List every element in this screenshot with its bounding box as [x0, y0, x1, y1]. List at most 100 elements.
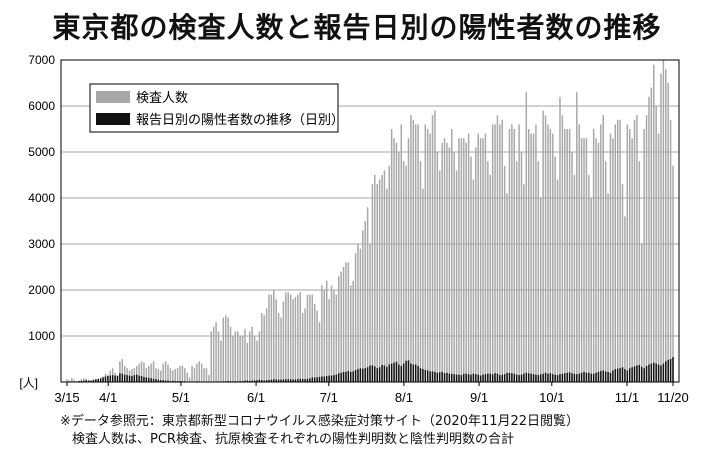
bar-tests: [592, 129, 595, 382]
bar-tests: [135, 365, 138, 382]
bar-positive: [643, 368, 645, 382]
bar-tests: [253, 336, 256, 382]
bar-tests: [285, 292, 287, 382]
bar-positive: [436, 372, 439, 382]
bar-positive: [287, 379, 289, 382]
bar-positive: [604, 371, 607, 382]
bar-positive: [499, 375, 501, 382]
bar-positive: [600, 370, 602, 382]
bar-tests: [200, 363, 203, 382]
bar-tests: [607, 193, 609, 382]
bar-tests: [239, 336, 241, 382]
bar-tests: [347, 262, 350, 382]
bar-positive: [114, 375, 116, 382]
bar-tests: [232, 336, 234, 382]
bar-positive: [328, 375, 330, 382]
bar-positive: [123, 374, 126, 382]
bar-positive: [482, 374, 484, 382]
bar-positive: [506, 372, 508, 382]
bar-tests: [467, 133, 470, 382]
bar-positive: [268, 379, 270, 382]
bar-positive: [419, 368, 422, 382]
bar-positive: [277, 379, 280, 382]
bar-positive: [465, 373, 467, 382]
bar-positive: [491, 374, 494, 382]
bar-positive: [568, 372, 571, 382]
bar-tests: [436, 152, 439, 382]
bar-positive: [99, 378, 102, 382]
bar-positive: [160, 380, 162, 382]
bar-positive: [381, 364, 383, 382]
bar-tests: [150, 363, 152, 382]
bar-tests: [138, 363, 140, 382]
bar-tests: [489, 175, 491, 382]
bar-tests: [600, 124, 602, 383]
bar-tests: [619, 119, 621, 383]
bar-tests: [337, 276, 340, 382]
bar-tests: [227, 317, 229, 382]
bar-tests: [580, 138, 583, 382]
bar-tests: [359, 248, 362, 382]
legend-swatch-tests: [96, 91, 130, 103]
bar-tests: [131, 369, 133, 382]
bar-positive: [289, 379, 292, 382]
bar-positive: [104, 376, 107, 382]
bar-tests: [193, 368, 196, 382]
bar-positive: [626, 370, 629, 382]
bar-positive: [357, 369, 359, 382]
bar-positive: [503, 374, 506, 382]
x-tick-label: 11/20: [657, 390, 689, 405]
bar-tests: [210, 331, 213, 382]
x-tick-label: 7/1: [320, 390, 338, 405]
bar-positive: [595, 372, 597, 382]
bar-tests: [662, 60, 665, 382]
bar-tests: [277, 313, 280, 382]
bar-positive: [306, 378, 309, 382]
bar-positive: [653, 362, 655, 382]
bar-tests: [402, 161, 405, 382]
bar-positive: [484, 374, 487, 382]
bar-positive: [87, 380, 90, 382]
bar-positive: [441, 371, 443, 382]
bar-tests: [244, 329, 246, 382]
bar-tests: [164, 361, 167, 382]
bar-positive: [400, 365, 403, 382]
x-tick-label: 8/1: [395, 390, 413, 405]
bar-positive: [539, 374, 542, 382]
bar-positive: [350, 371, 352, 382]
bar-tests: [667, 83, 669, 382]
bar-tests: [554, 156, 556, 382]
bar-tests: [169, 368, 172, 382]
bar-tests: [299, 292, 302, 382]
bar-tests: [665, 69, 667, 382]
bar-tests: [638, 161, 641, 382]
bar-tests: [448, 147, 451, 382]
bar-tests: [162, 363, 164, 382]
bar-positive: [285, 379, 287, 382]
bar-positive: [489, 373, 491, 382]
bar-tests: [280, 317, 282, 382]
legend-box: [89, 83, 339, 133]
bar-positive: [633, 366, 636, 382]
bar-tests: [465, 142, 467, 382]
bar-positive: [164, 380, 167, 382]
bar-tests: [431, 115, 434, 382]
bar-positive: [513, 373, 516, 382]
bar-tests: [241, 336, 244, 382]
bar-positive: [162, 380, 164, 382]
bar-tests: [419, 161, 422, 382]
bar-tests: [414, 124, 417, 383]
bar-tests: [121, 359, 124, 382]
bar-positive: [667, 359, 669, 382]
bar-tests: [208, 375, 210, 382]
bar-positive: [453, 374, 455, 382]
bar-tests: [426, 129, 429, 382]
bar-tests: [273, 290, 275, 382]
bar-positive: [128, 375, 131, 382]
bar-positive: [616, 368, 619, 382]
bar-positive: [102, 377, 104, 382]
bar-tests: [335, 294, 338, 382]
bar-positive: [376, 368, 378, 382]
bar-positive: [345, 371, 347, 382]
bar-tests: [275, 299, 277, 382]
